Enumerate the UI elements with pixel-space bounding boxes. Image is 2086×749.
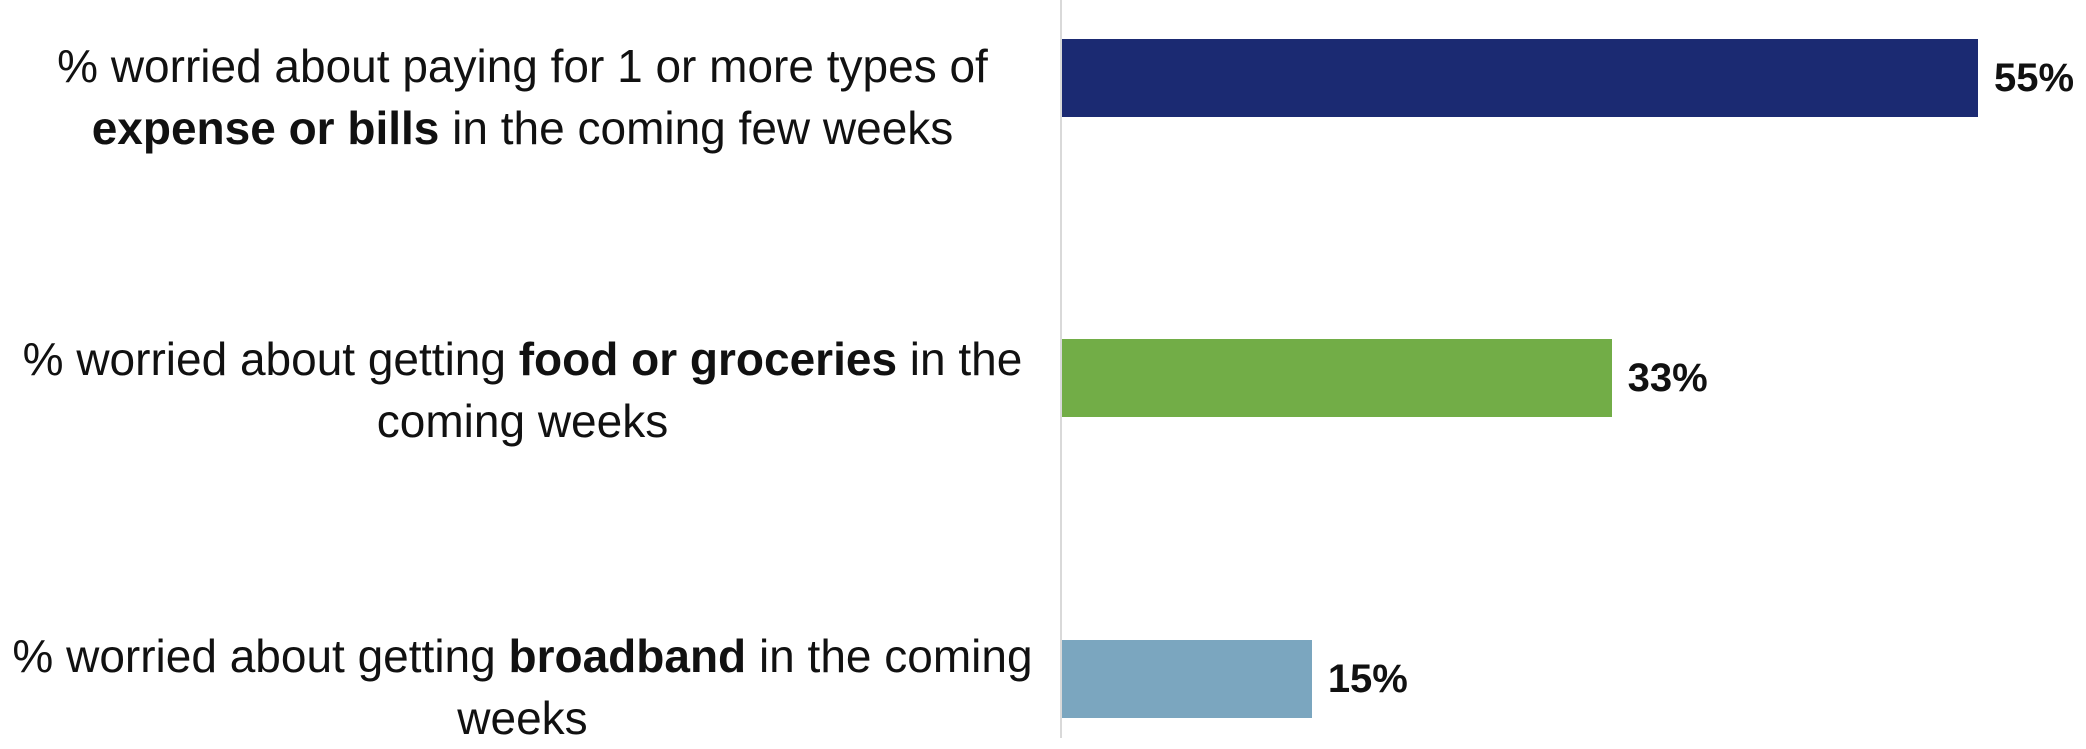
category-label-3-segment-1: % worried about getting [12, 630, 509, 682]
category-label-1-segment-1: % worried about paying for 1 or more typ… [57, 40, 988, 92]
category-label-2-segment-1: % worried about getting [22, 333, 519, 385]
category-label-2: % worried about getting food or grocerie… [0, 328, 1045, 452]
bar-1 [1062, 39, 1978, 117]
bar-3 [1062, 640, 1312, 718]
category-label-1-segment-3: in the coming few weeks [439, 102, 954, 154]
category-label-3: % worried about getting broadband in the… [0, 625, 1045, 749]
value-label-1: 55% [1994, 56, 2075, 100]
category-label-1: % worried about paying for 1 or more typ… [0, 35, 1045, 159]
category-label-2-segment-3: in the coming weeks [376, 333, 1023, 447]
category-axis-line [1060, 0, 1062, 738]
bar-2 [1062, 339, 1612, 417]
value-label-2: 33% [1627, 356, 1708, 400]
category-label-3-segment-3: in the coming weeks [457, 630, 1033, 744]
category-label-3-segment-2: broadband [508, 630, 747, 682]
category-label-1-segment-2: expense or bills [91, 102, 440, 154]
category-label-2-segment-2: food or groceries [518, 333, 898, 385]
value-label-3: 15% [1327, 657, 1408, 701]
